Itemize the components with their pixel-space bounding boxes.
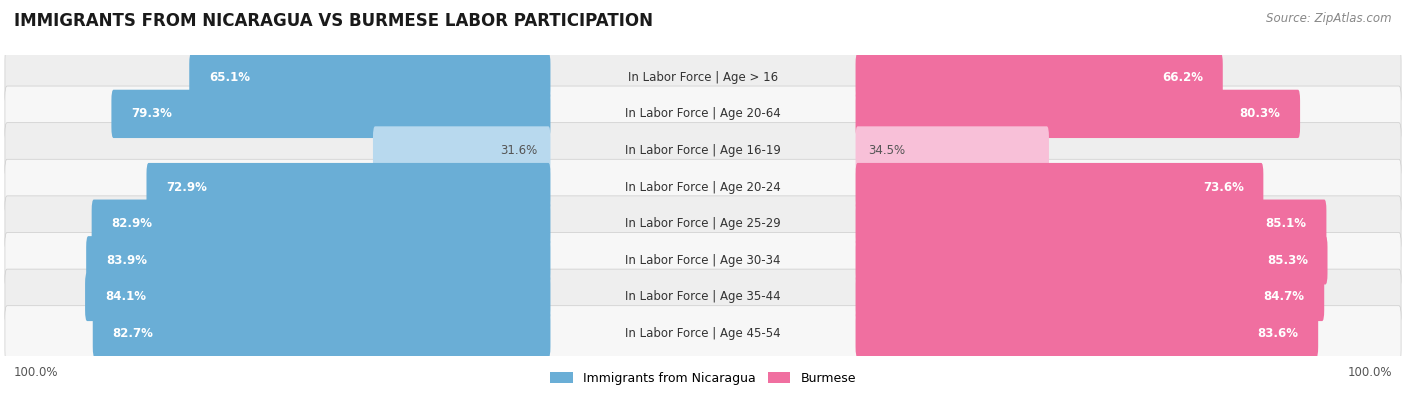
Text: 34.5%: 34.5% [869, 144, 905, 157]
Text: In Labor Force | Age > 16: In Labor Force | Age > 16 [628, 71, 778, 84]
Text: IMMIGRANTS FROM NICARAGUA VS BURMESE LABOR PARTICIPATION: IMMIGRANTS FROM NICARAGUA VS BURMESE LAB… [14, 12, 652, 30]
Text: Source: ZipAtlas.com: Source: ZipAtlas.com [1267, 12, 1392, 25]
FancyBboxPatch shape [855, 90, 1301, 138]
FancyBboxPatch shape [86, 273, 550, 321]
Text: 80.3%: 80.3% [1240, 107, 1281, 120]
FancyBboxPatch shape [855, 53, 1223, 102]
Text: In Labor Force | Age 45-54: In Labor Force | Age 45-54 [626, 327, 780, 340]
Text: 83.6%: 83.6% [1257, 327, 1299, 340]
FancyBboxPatch shape [93, 309, 550, 358]
FancyBboxPatch shape [6, 49, 1400, 105]
Text: 72.9%: 72.9% [166, 181, 207, 194]
FancyBboxPatch shape [6, 159, 1400, 215]
Text: 73.6%: 73.6% [1202, 181, 1244, 194]
FancyBboxPatch shape [855, 199, 1326, 248]
Text: 85.1%: 85.1% [1265, 217, 1306, 230]
FancyBboxPatch shape [86, 236, 550, 284]
FancyBboxPatch shape [111, 90, 551, 138]
FancyBboxPatch shape [6, 269, 1400, 325]
Text: 82.9%: 82.9% [111, 217, 152, 230]
FancyBboxPatch shape [855, 126, 1049, 175]
Text: In Labor Force | Age 30-34: In Labor Force | Age 30-34 [626, 254, 780, 267]
Text: 84.7%: 84.7% [1264, 290, 1305, 303]
Text: In Labor Force | Age 25-29: In Labor Force | Age 25-29 [626, 217, 780, 230]
Text: In Labor Force | Age 20-64: In Labor Force | Age 20-64 [626, 107, 780, 120]
FancyBboxPatch shape [6, 233, 1400, 288]
FancyBboxPatch shape [91, 199, 550, 248]
FancyBboxPatch shape [146, 163, 551, 211]
FancyBboxPatch shape [6, 86, 1400, 142]
Text: 85.3%: 85.3% [1267, 254, 1308, 267]
Text: 65.1%: 65.1% [209, 71, 250, 84]
FancyBboxPatch shape [855, 273, 1324, 321]
FancyBboxPatch shape [855, 309, 1319, 358]
Text: 66.2%: 66.2% [1163, 71, 1204, 84]
Text: In Labor Force | Age 20-24: In Labor Force | Age 20-24 [626, 181, 780, 194]
FancyBboxPatch shape [6, 196, 1400, 252]
Text: 82.7%: 82.7% [112, 327, 153, 340]
Legend: Immigrants from Nicaragua, Burmese: Immigrants from Nicaragua, Burmese [550, 372, 856, 385]
Text: 84.1%: 84.1% [105, 290, 146, 303]
FancyBboxPatch shape [373, 126, 551, 175]
Text: 79.3%: 79.3% [131, 107, 172, 120]
FancyBboxPatch shape [6, 123, 1400, 178]
Text: In Labor Force | Age 16-19: In Labor Force | Age 16-19 [626, 144, 780, 157]
Text: 100.0%: 100.0% [14, 366, 59, 379]
FancyBboxPatch shape [855, 163, 1264, 211]
Text: In Labor Force | Age 35-44: In Labor Force | Age 35-44 [626, 290, 780, 303]
FancyBboxPatch shape [6, 306, 1400, 361]
FancyBboxPatch shape [190, 53, 551, 102]
Text: 83.9%: 83.9% [105, 254, 146, 267]
Text: 100.0%: 100.0% [1347, 366, 1392, 379]
FancyBboxPatch shape [855, 236, 1327, 284]
Text: 31.6%: 31.6% [501, 144, 537, 157]
